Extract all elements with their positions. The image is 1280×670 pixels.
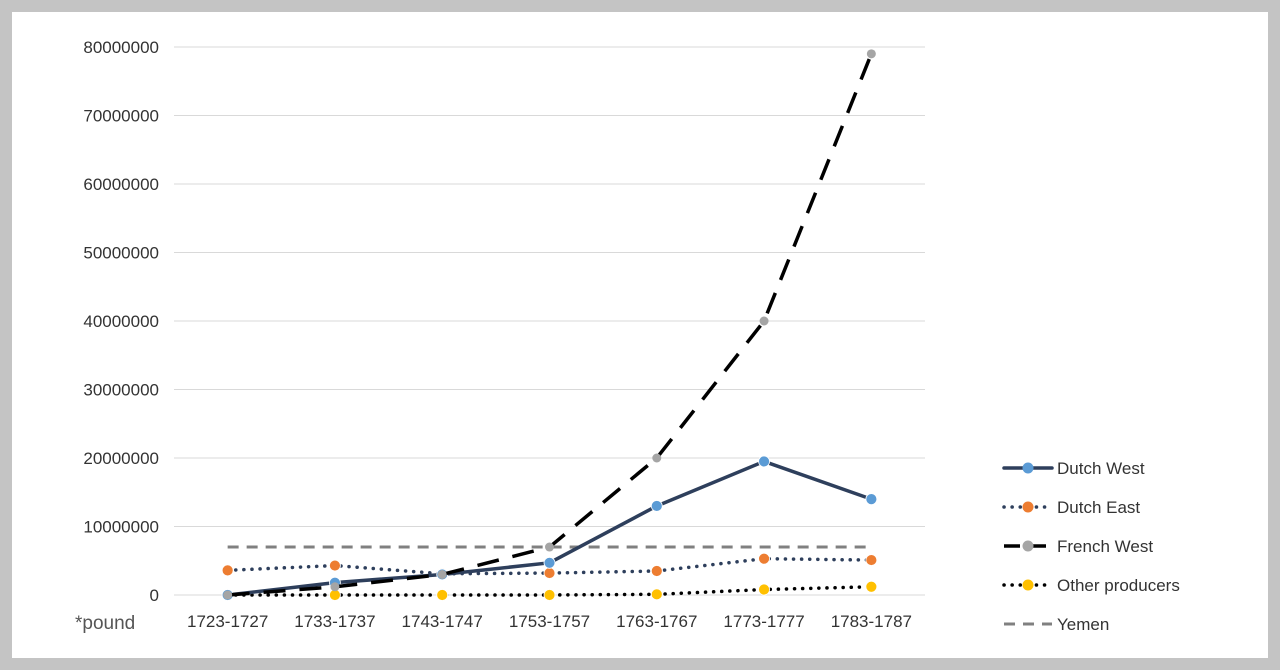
y-axis-ticks: 0 10000000 20000000 30000000 40000000 5000000… <box>83 38 159 605</box>
data-point <box>545 542 554 552</box>
data-point <box>865 493 878 506</box>
legend-swatch-marker <box>1022 462 1034 474</box>
legend-item: Other producers <box>1002 576 1180 595</box>
data-point <box>329 559 341 572</box>
data-point <box>758 455 770 468</box>
legend-label: French West <box>1057 537 1153 556</box>
legend-label: Yemen <box>1057 615 1109 634</box>
y-tick-label: 50000000 <box>83 244 159 263</box>
data-point <box>223 590 233 600</box>
legend-swatch-marker <box>1022 501 1034 513</box>
legend: Dutch West Dutch East French West Other pro… <box>1002 459 1180 634</box>
y-tick-label: 20000000 <box>83 449 159 468</box>
series-line <box>227 53 873 597</box>
x-tick-label: 1723-1727 <box>187 612 268 631</box>
y-tick-label: 70000000 <box>83 107 159 126</box>
data-point <box>650 565 663 577</box>
data-point <box>330 582 340 592</box>
data-point <box>221 564 234 577</box>
data-point <box>543 556 556 569</box>
x-axis-ticks: 1723-1727 1733-1737 1743-1747 1753-1757 1763… <box>187 612 912 631</box>
data-point <box>652 453 662 463</box>
legend-label: Dutch East <box>1057 498 1140 517</box>
legend-swatch-marker <box>1022 579 1034 591</box>
x-tick-label: 1743-1747 <box>402 612 483 631</box>
legend-swatch-marker <box>1022 540 1034 552</box>
data-point <box>866 49 876 59</box>
data-point <box>543 567 556 579</box>
legend-item: Yemen <box>1004 615 1109 634</box>
x-tick-label: 1783-1787 <box>831 612 912 631</box>
legend-label: Other producers <box>1057 576 1180 595</box>
legend-item: Dutch East <box>1002 498 1140 517</box>
chart-frame: 0 10000000 20000000 30000000 40000000 5000000… <box>12 12 1268 658</box>
series-french-west <box>223 49 876 600</box>
y-tick-label: 40000000 <box>83 312 159 331</box>
legend-item: French West <box>1004 537 1153 556</box>
data-point <box>437 569 447 579</box>
x-tick-label: 1733-1737 <box>294 612 375 631</box>
gridlines <box>174 46 925 596</box>
y-tick-label: 80000000 <box>83 38 159 57</box>
line-chart: 0 10000000 20000000 30000000 40000000 5000000… <box>75 38 1180 634</box>
x-tick-label: 1773-1777 <box>723 612 804 631</box>
x-tick-label: 1763-1767 <box>616 612 697 631</box>
data-point <box>543 589 556 601</box>
y-tick-label: 0 <box>150 586 159 605</box>
series-layer <box>221 49 878 601</box>
unit-label: *pound <box>75 613 135 634</box>
data-point <box>436 589 449 601</box>
y-tick-label: 60000000 <box>83 175 159 194</box>
data-point <box>865 554 878 566</box>
data-point <box>865 580 878 593</box>
y-tick-label: 10000000 <box>83 518 159 537</box>
data-point <box>759 316 769 326</box>
data-point <box>650 588 663 601</box>
y-tick-label: 30000000 <box>83 381 159 400</box>
data-point <box>758 583 770 596</box>
legend-label: Dutch West <box>1057 459 1145 478</box>
data-point <box>758 552 770 565</box>
data-point <box>650 500 663 512</box>
x-tick-label: 1753-1757 <box>509 612 590 631</box>
legend-item: Dutch West <box>1002 459 1145 478</box>
